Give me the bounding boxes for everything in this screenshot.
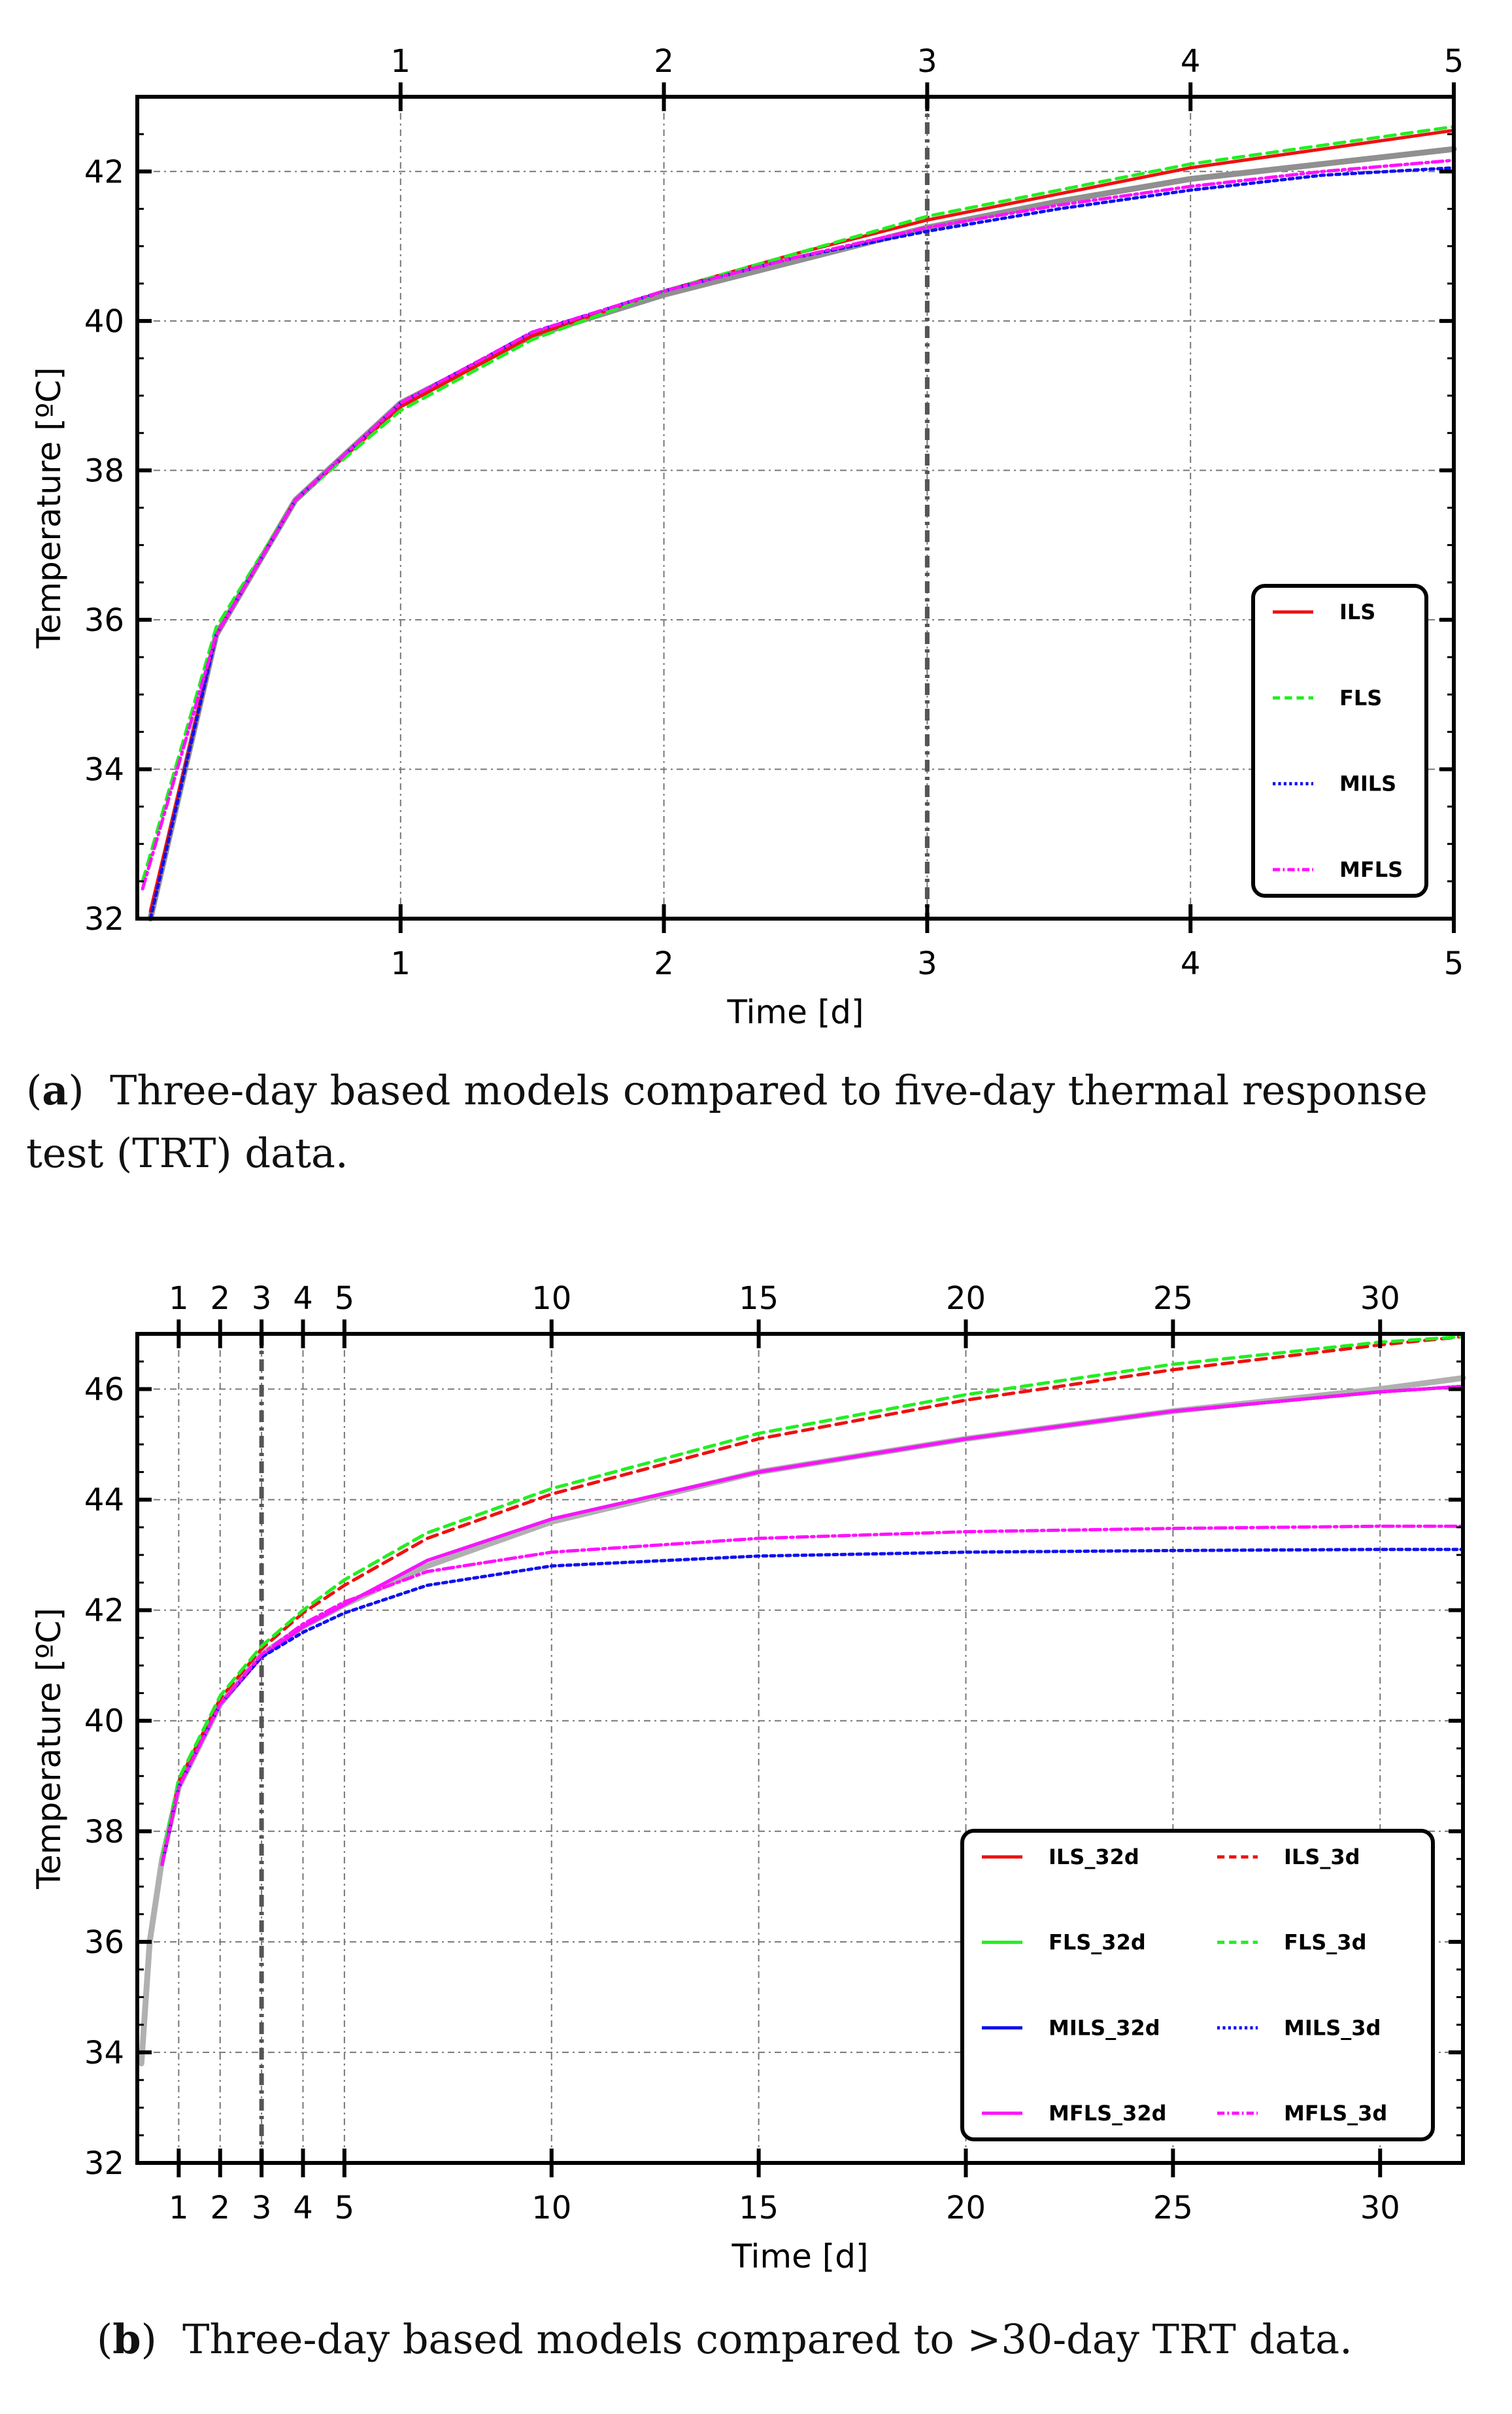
x-tick-label: 20 — [946, 2190, 986, 2226]
y-tick-label: 44 — [84, 1482, 124, 1519]
y-tick-label: 32 — [84, 901, 124, 938]
y-tick-label: 40 — [84, 1703, 124, 1740]
series-line-fls-32d — [160, 1384, 1465, 1866]
legend-label: ILS_3d — [1284, 1844, 1360, 1869]
y-tick-label: 42 — [84, 1593, 124, 1629]
y-tick-label: 40 — [84, 303, 124, 340]
x-tick-label-top: 20 — [946, 1280, 986, 1317]
x-axis-label: Time [d] — [731, 2237, 868, 2275]
legend-label: FLS_32d — [1049, 1930, 1146, 1955]
x-tick-label-top: 1 — [391, 43, 411, 80]
caption-b-tag: b — [112, 2315, 141, 2363]
x-tick-label-top: 15 — [739, 1280, 779, 1317]
y-tick-label: 42 — [84, 154, 124, 190]
legend-label: ILS — [1339, 600, 1375, 624]
series-line-mfls-3d — [160, 1524, 1465, 1866]
x-tick-label: 2 — [210, 2190, 230, 2226]
y-tick-label: 32 — [84, 2145, 124, 2182]
x-tick-label: 5 — [335, 2190, 355, 2226]
series-line-fls-3d — [160, 1334, 1465, 1861]
y-tick-label: 36 — [84, 1924, 124, 1961]
series-line-mfls-32d — [160, 1384, 1465, 1866]
x-tick-label-top: 10 — [531, 1280, 571, 1317]
legend-label: MILS — [1339, 772, 1396, 796]
y-axis-label: Temperature [ºC] — [30, 367, 68, 649]
x-tick-label: 2 — [654, 945, 674, 982]
x-tick-label: 4 — [293, 2190, 313, 2226]
x-tick-label-top: 4 — [293, 1280, 313, 1317]
series-group-a — [141, 125, 1457, 922]
x-tick-label: 3 — [917, 945, 937, 982]
x-tick-label-top: 4 — [1181, 43, 1201, 80]
legend-label: MFLS_3d — [1284, 2101, 1387, 2126]
y-tick-label: 46 — [84, 1372, 124, 1408]
legend-label: FLS_3d — [1284, 1930, 1366, 1955]
x-tick-label-top: 1 — [169, 1280, 189, 1317]
x-tick-label-top: 25 — [1153, 1280, 1193, 1317]
x-tick-label-top: 3 — [252, 1280, 272, 1317]
x-tick-label: 25 — [1153, 2190, 1193, 2226]
series-line-fls — [141, 125, 1456, 883]
x-tick-label: 1 — [169, 2190, 189, 2226]
legend-b: ILS_32d FLS_32d MILS_32d MFLS_32d ILS_3d FLS_… — [960, 1829, 1435, 2141]
legend-label: MILS_3d — [1284, 2015, 1381, 2040]
x-tick-label-top: 30 — [1360, 1280, 1400, 1317]
legend-label: ILS_32d — [1049, 1844, 1139, 1869]
x-tick-label: 5 — [1444, 945, 1464, 982]
legend-box — [960, 1829, 1435, 2141]
x-tick-label: 10 — [531, 2190, 571, 2226]
caption-b: (b) Three-day based models compared to >… — [97, 2315, 1352, 2363]
y-tick-label: 38 — [84, 452, 124, 489]
legend-label: MFLS — [1339, 857, 1403, 882]
x-axis-label: Time [d] — [726, 993, 864, 1031]
series-line-mils-32d — [160, 1384, 1465, 1866]
x-tick-label-top: 2 — [210, 1280, 230, 1317]
x-tick-label: 1 — [391, 945, 411, 982]
legend-label: MILS_32d — [1049, 2015, 1160, 2040]
series-line-mfls — [141, 158, 1456, 891]
x-tick-label-top: 5 — [335, 1280, 355, 1317]
caption-a: (a) Three-day based models compared to f… — [26, 1066, 1428, 1177]
caption-a-text: Three-day based models compared to five-… — [26, 1066, 1428, 1177]
series-group-b — [138, 1334, 1466, 2067]
caption-a-tag: a — [42, 1066, 69, 1114]
ticks-b: 1122334455101015152020252530303234363840… — [84, 1280, 1463, 2226]
series-line-ils-32d — [160, 1384, 1465, 1866]
legend-box — [1251, 584, 1428, 898]
legend-label: MFLS_32d — [1049, 2101, 1167, 2126]
x-tick-label: 3 — [252, 2190, 272, 2226]
y-tick-label: 34 — [84, 751, 124, 788]
x-tick-label-top: 3 — [917, 43, 937, 80]
y-tick-label: 38 — [84, 1814, 124, 1850]
y-axis-label: Temperature [ºC] — [30, 1608, 68, 1890]
x-tick-label: 15 — [739, 2190, 779, 2226]
caption-b-text: Three-day based models compared to >30-d… — [182, 2315, 1352, 2363]
chart-b: 1122334455101015152020252530303234363840… — [30, 1280, 1466, 2275]
x-tick-label: 4 — [1181, 945, 1201, 982]
x-tick-label-top: 2 — [654, 43, 674, 80]
y-tick-label: 34 — [84, 2035, 124, 2071]
x-tick-label: 30 — [1360, 2190, 1400, 2226]
legend-label: FLS — [1339, 685, 1382, 710]
legend-a: ILS FLS MILS MFLS — [1251, 584, 1428, 898]
y-tick-label: 36 — [84, 602, 124, 639]
x-tick-label-top: 5 — [1444, 43, 1464, 80]
